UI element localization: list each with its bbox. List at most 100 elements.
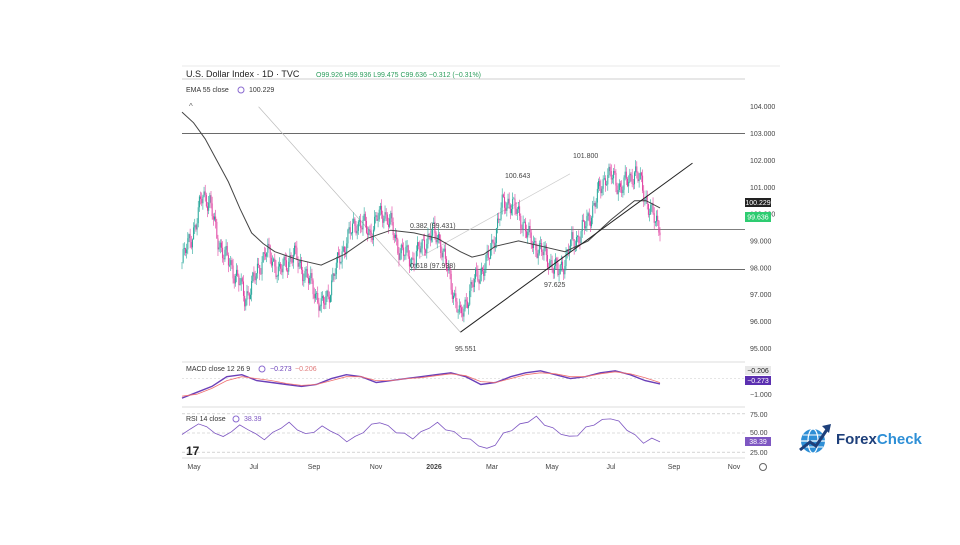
- candle-body: [359, 220, 361, 222]
- candle-body: [370, 230, 372, 238]
- candle-body: [217, 238, 219, 250]
- candle-body: [200, 196, 202, 199]
- candle-body: [372, 229, 374, 241]
- candle-body: [320, 298, 322, 307]
- candle-body: [485, 255, 487, 269]
- candle-body: [390, 212, 392, 219]
- candle-body: [188, 234, 190, 239]
- candle-body: [236, 269, 238, 276]
- candle-body: [406, 245, 408, 247]
- candle-body: [353, 218, 355, 224]
- candle-body: [616, 185, 618, 195]
- candle-body: [658, 220, 660, 233]
- candle-body: [455, 293, 457, 302]
- candle-body: [342, 246, 344, 252]
- gear-icon[interactable]: [759, 463, 767, 471]
- candle-body: [306, 268, 308, 278]
- candle-body: [598, 180, 600, 189]
- candle-body: [621, 186, 623, 194]
- candle-body: [311, 273, 313, 281]
- candle-body: [242, 281, 244, 296]
- candle-body: [224, 249, 226, 260]
- candle-body: [299, 260, 301, 263]
- candle-body: [189, 234, 191, 243]
- settings-icon[interactable]: [237, 86, 245, 94]
- candle-body: [449, 266, 451, 274]
- rsi-settings-icon[interactable]: [232, 415, 240, 423]
- globe-arrow-icon: [799, 424, 831, 454]
- macd-tick: −1.000: [750, 392, 772, 399]
- candle-body: [620, 183, 622, 187]
- candle-body: [439, 234, 441, 239]
- candle-body: [375, 215, 377, 217]
- ema55-line: [181, 111, 661, 266]
- candle-body: [368, 229, 370, 236]
- price-tick-label: 101.000: [750, 185, 775, 192]
- candle-body: [262, 252, 264, 263]
- candle-body: [657, 215, 659, 221]
- candle-body: [335, 262, 337, 275]
- candle-body: [263, 252, 265, 254]
- candle-body: [479, 274, 481, 284]
- candle-body: [643, 190, 645, 202]
- candle-body: [361, 227, 363, 230]
- macd-value-1: −0.273: [270, 366, 292, 373]
- candle-body: [223, 258, 225, 260]
- candle-body: [430, 235, 432, 241]
- candle-body: [267, 243, 269, 253]
- candle-body: [465, 299, 467, 302]
- candle-body: [600, 186, 602, 194]
- candle-body: [585, 226, 587, 229]
- macd-settings-icon[interactable]: [258, 365, 266, 373]
- candle-body: [415, 251, 417, 264]
- candle-body: [283, 256, 285, 266]
- candle-body: [349, 227, 351, 234]
- candle-body: [261, 262, 263, 274]
- candle-body: [652, 202, 654, 214]
- candle-body: [459, 305, 461, 308]
- candle-body: [623, 177, 625, 190]
- collapse-icon[interactable]: ^: [189, 102, 193, 111]
- candle-body: [205, 194, 207, 207]
- candle-body: [523, 221, 525, 223]
- time-tick-label: Jul: [607, 464, 616, 471]
- candle-body: [194, 225, 196, 228]
- candle-body: [324, 303, 326, 305]
- candle-body: [629, 173, 631, 182]
- macd-signal-tag: −0.206: [747, 368, 769, 375]
- candle-body: [354, 218, 356, 226]
- candle-body: [248, 293, 250, 300]
- candle-body: [256, 263, 258, 274]
- candle-body: [227, 255, 229, 266]
- candle-body: [265, 253, 267, 257]
- candle-body: [617, 190, 619, 195]
- candle-body: [426, 243, 428, 253]
- candle-body: [211, 203, 213, 217]
- candle-body: [603, 178, 605, 180]
- candle-body: [512, 198, 514, 210]
- support-trendline: [460, 162, 693, 333]
- candle-body: [360, 220, 362, 228]
- candle-body: [229, 264, 231, 266]
- candle-body: [587, 213, 589, 217]
- candle-body: [341, 251, 343, 262]
- candle-body: [255, 273, 257, 281]
- candle-body: [501, 194, 503, 208]
- candle-body: [484, 268, 486, 276]
- candle-body: [578, 235, 580, 243]
- candle-body: [313, 294, 315, 299]
- brand-name-a: Forex: [836, 430, 877, 448]
- candle-body: [516, 209, 518, 214]
- last-price-tag: 99.636: [747, 215, 769, 222]
- candle-body: [198, 196, 200, 208]
- candle-body: [271, 261, 273, 266]
- candle-body: [197, 207, 199, 224]
- candle-body: [490, 248, 492, 259]
- candle-body: [656, 215, 658, 222]
- candle-body: [410, 264, 412, 267]
- candle-body: [567, 249, 569, 254]
- candle-body: [608, 166, 610, 176]
- candle-body: [239, 284, 241, 285]
- candle-body: [450, 273, 452, 290]
- candle-body: [280, 263, 282, 269]
